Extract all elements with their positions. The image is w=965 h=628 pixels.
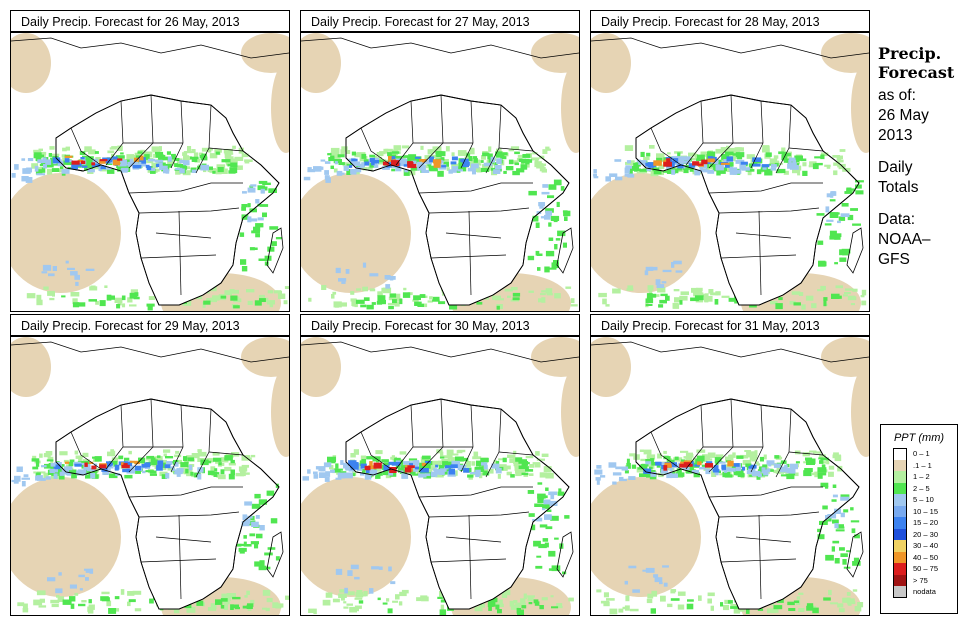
data-line-3: GFS xyxy=(878,251,910,268)
totals-line-1: Daily xyxy=(878,159,913,176)
legend-label: 5 – 10 xyxy=(913,495,934,504)
legend-label: > 75 xyxy=(913,575,928,585)
legend-item: > 75 xyxy=(881,574,957,586)
legend-swatch xyxy=(893,505,907,517)
legend-swatch xyxy=(893,448,907,460)
legend-item: .1 – 1 xyxy=(881,459,957,471)
panel-title: Daily Precip. Forecast for 31 May, 2013 xyxy=(590,314,870,336)
legend-label: 2 – 5 xyxy=(913,483,930,493)
panel-title: Daily Precip. Forecast for 29 May, 2013 xyxy=(10,314,290,336)
legend-swatch xyxy=(893,471,907,483)
legend-item: 2 – 5 xyxy=(881,482,957,494)
asof-date-1: 26 May xyxy=(878,107,929,124)
legend-item: 1 – 2 xyxy=(881,471,957,483)
totals-line-2: Totals xyxy=(878,179,919,196)
caption-heading-2: Forecast xyxy=(878,63,955,82)
side-caption: Precip. Forecast as of: 26 May 2013 Dail… xyxy=(878,44,963,270)
legend-label: nodata xyxy=(913,587,936,596)
legend-label: .1 – 1 xyxy=(913,460,932,470)
legend-swatch xyxy=(893,586,907,598)
legend-swatch xyxy=(893,482,907,494)
panel-title: Daily Precip. Forecast for 27 May, 2013 xyxy=(300,10,580,32)
panel-title: Daily Precip. Forecast for 28 May, 2013 xyxy=(590,10,870,32)
caption-heading-1: Precip. xyxy=(878,44,942,63)
forecast-panel-30-may: Daily Precip. Forecast for 30 May, 2013 xyxy=(300,314,580,616)
precip-map xyxy=(10,32,290,312)
legend-swatch xyxy=(893,540,907,552)
data-line-1: Data: xyxy=(878,211,916,228)
forecast-panel-27-may: Daily Precip. Forecast for 27 May, 2013 xyxy=(300,10,580,312)
data-line-2: NOAA– xyxy=(878,231,931,248)
legend-item: 0 – 1 xyxy=(881,448,957,460)
asof-date-2: 2013 xyxy=(878,127,913,144)
ppt-legend: PPT (mm) 0 – 1 .1 – 1 1 – 2 2 – 5 5 – 10 10 –… xyxy=(880,424,958,614)
legend-swatch xyxy=(893,551,907,563)
legend-item: 40 – 50 xyxy=(881,551,957,563)
forecast-panel-29-may: Daily Precip. Forecast for 29 May, 2013 xyxy=(10,314,290,616)
legend-label: 10 – 15 xyxy=(913,506,939,516)
legend-item: 20 – 30 xyxy=(881,528,957,540)
legend-item: 10 – 15 xyxy=(881,505,957,517)
panel-title: Daily Precip. Forecast for 26 May, 2013 xyxy=(10,10,290,32)
precip-map xyxy=(300,32,580,312)
legend-label: 15 – 20 xyxy=(913,518,939,527)
legend-swatch xyxy=(893,459,907,471)
legend-label: 20 – 30 xyxy=(913,529,939,539)
legend-label: 50 – 75 xyxy=(913,564,939,573)
legend-swatch xyxy=(893,517,907,529)
forecast-panel-31-may: Daily Precip. Forecast for 31 May, 2013 xyxy=(590,314,870,616)
precip-map xyxy=(590,336,870,616)
precip-map xyxy=(590,32,870,312)
legend-label: 0 – 1 xyxy=(913,449,930,458)
precip-map xyxy=(10,336,290,616)
asof-label: as of: xyxy=(878,87,916,104)
legend-swatch xyxy=(893,574,907,586)
legend-swatch xyxy=(893,528,907,540)
legend-item: 15 – 20 xyxy=(881,517,957,529)
legend-item: 5 – 10 xyxy=(881,494,957,506)
legend-label: 30 – 40 xyxy=(913,541,939,550)
precip-map xyxy=(300,336,580,616)
forecast-panel-28-may: Daily Precip. Forecast for 28 May, 2013 xyxy=(590,10,870,312)
legend-swatch xyxy=(893,494,907,506)
legend-label: 1 – 2 xyxy=(913,472,930,481)
panel-title: Daily Precip. Forecast for 30 May, 2013 xyxy=(300,314,580,336)
forecast-panel-26-may: Daily Precip. Forecast for 26 May, 2013 xyxy=(10,10,290,312)
legend-title: PPT (mm) xyxy=(893,432,945,444)
legend-label: 40 – 50 xyxy=(913,552,939,562)
legend-swatch xyxy=(893,563,907,575)
legend-item: 30 – 40 xyxy=(881,540,957,552)
legend-scale: 0 – 1 .1 – 1 1 – 2 2 – 5 5 – 10 10 – 15 15 – 2… xyxy=(881,448,957,598)
legend-item: 50 – 75 xyxy=(881,563,957,575)
legend-item: nodata xyxy=(881,586,957,598)
